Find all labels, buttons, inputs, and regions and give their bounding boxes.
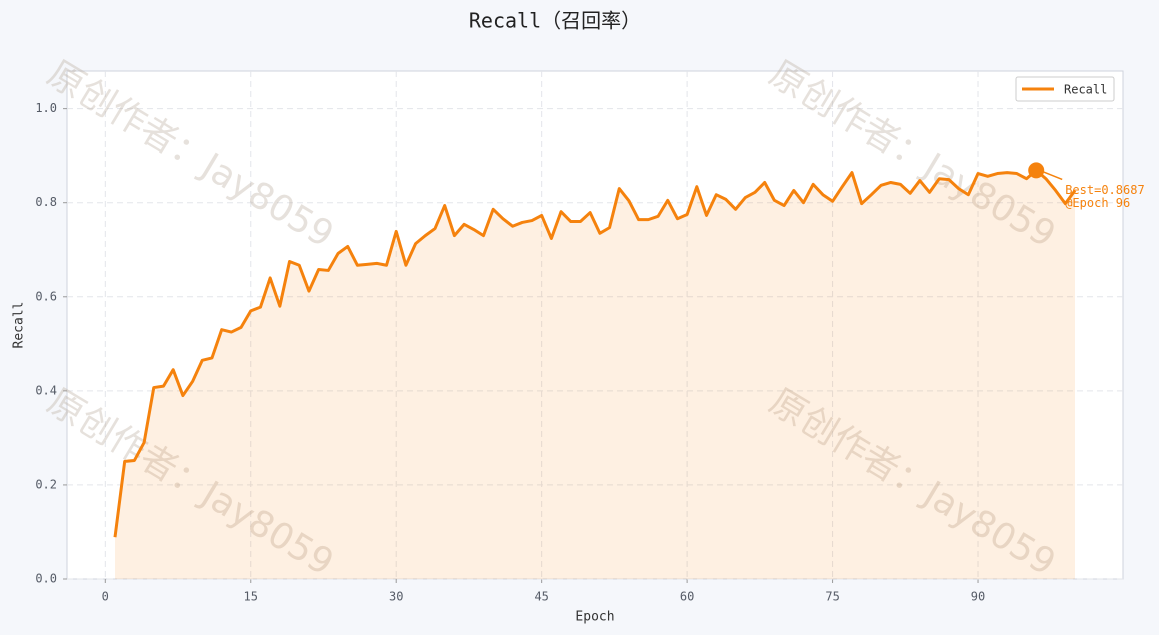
y-tick-label: 0.0: [35, 572, 57, 586]
best-marker: [1028, 162, 1045, 179]
y-tick-label: 1.0: [35, 101, 57, 115]
x-tick-label: 75: [825, 590, 839, 604]
x-tick-label: 60: [680, 590, 694, 604]
line: [113, 168, 1077, 538]
x-tick-label: 0: [102, 590, 109, 604]
y-axis-label: Recall: [12, 302, 27, 349]
chart-title: Recall（召回率）: [469, 9, 641, 33]
annotation: @Epoch 96: [1065, 196, 1130, 210]
annotation-arrow: [1041, 170, 1063, 181]
x-tick-label: 90: [971, 590, 985, 604]
x-tick-label: 45: [534, 590, 548, 604]
x-tick-label: 30: [389, 590, 403, 604]
x-tick-label: 15: [244, 590, 258, 604]
legend-label: Recall: [1064, 83, 1107, 97]
y-tick-label: 0.4: [35, 383, 57, 397]
y-tick-label: 0.2: [35, 477, 57, 491]
x-axis-label: Epoch: [575, 610, 614, 625]
area-fill: [115, 170, 1075, 579]
y-tick-label: 0.6: [35, 289, 57, 303]
y-tick-label: 0.8: [35, 195, 57, 209]
annotation: Best=0.8687: [1065, 183, 1144, 197]
legend-box: [1015, 76, 1115, 102]
